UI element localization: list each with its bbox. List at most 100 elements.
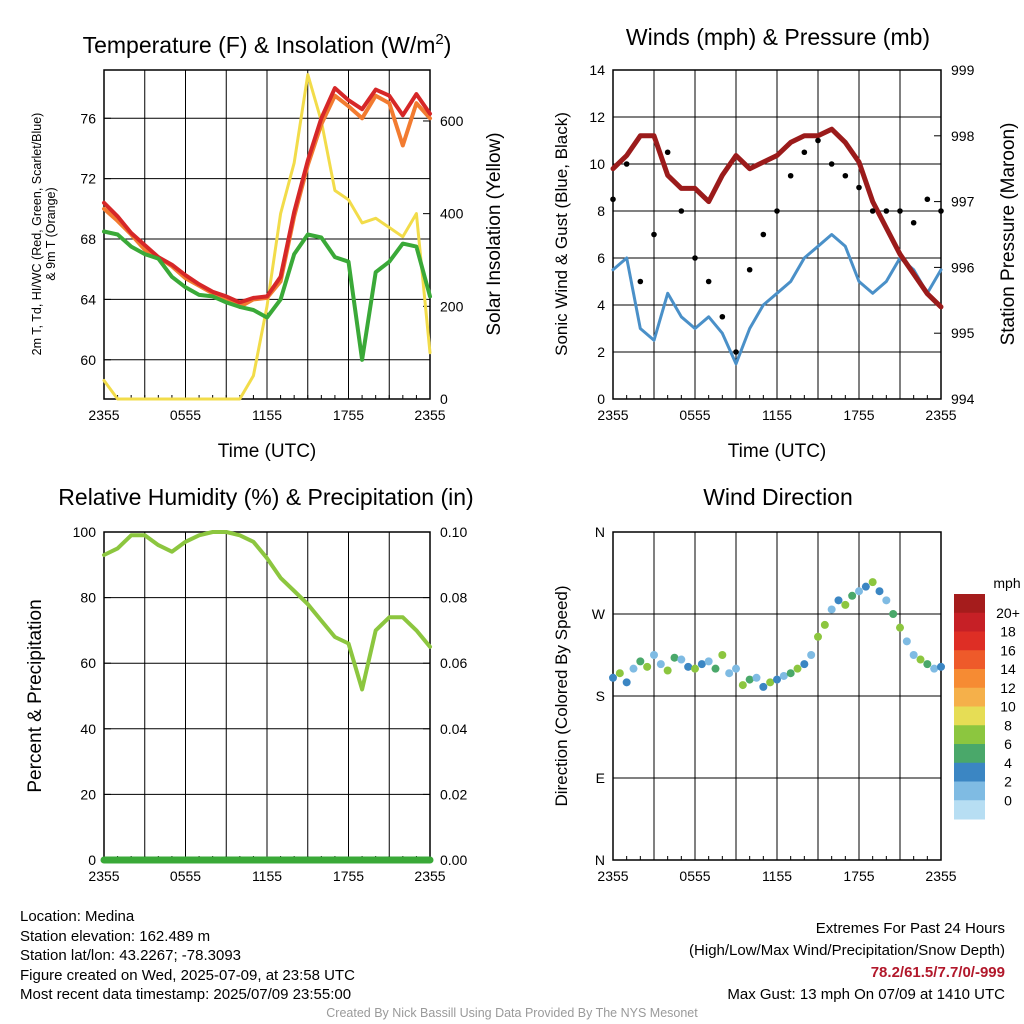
y-right-tick-label: 0 xyxy=(440,391,448,407)
colorbar-box xyxy=(954,631,985,651)
gust-point xyxy=(637,278,644,285)
direction-point xyxy=(636,657,645,666)
x-axis-label: Time (UTC) xyxy=(218,441,317,462)
y-right-tick-label: 600 xyxy=(440,113,464,129)
y-right-tick-label: 0.02 xyxy=(440,786,467,802)
direction-point xyxy=(923,660,932,669)
x-tick-label: 1755 xyxy=(843,407,874,423)
x-axis-label: Time (UTC) xyxy=(728,441,827,462)
colorbar-label: 0 xyxy=(1004,792,1012,808)
y-tick-label: 60 xyxy=(80,352,96,368)
colorbar-label: 14 xyxy=(1000,661,1016,677)
gust-point xyxy=(801,149,808,156)
y-tick-label: 40 xyxy=(80,721,96,737)
max-gust-text: Max Gust: 13 mph On 07/09 at 1410 UTC xyxy=(727,986,1005,1003)
gust-point xyxy=(610,196,616,203)
gust-point xyxy=(787,172,794,179)
colorbar-label: 10 xyxy=(1000,699,1016,715)
y-right-tick-label: 0.10 xyxy=(440,524,467,540)
direction-point xyxy=(738,681,747,690)
x-tick-label: 2355 xyxy=(925,407,956,423)
direction-point xyxy=(711,664,720,673)
gust-point xyxy=(883,208,890,214)
colorbar-label: 20+ xyxy=(996,605,1020,621)
colorbar-unit: mph xyxy=(993,575,1020,591)
direction-point xyxy=(896,623,904,632)
y-tick-label: 80 xyxy=(80,590,96,606)
gust-point xyxy=(760,231,767,238)
x-tick-label: 0555 xyxy=(679,868,710,884)
colorbar-box xyxy=(954,612,985,632)
direction-point xyxy=(773,675,781,684)
x-tick-label: 2355 xyxy=(925,868,956,884)
gust-point xyxy=(664,149,671,156)
colorbar-label: 18 xyxy=(1000,624,1016,640)
y-tick-label: S xyxy=(596,688,605,704)
elevation-text: Station elevation: 162.489 m xyxy=(20,927,211,945)
latlon-text: Station lat/lon: 43.2267; -78.3093 xyxy=(20,947,242,964)
y-right-tick-label: 200 xyxy=(440,298,464,314)
y-right-tick-label: 995 xyxy=(951,325,975,341)
direction-point xyxy=(786,669,795,678)
direction-point xyxy=(814,632,822,641)
direction-point xyxy=(841,600,850,609)
direction-point xyxy=(875,587,884,596)
direction-point xyxy=(889,610,898,618)
gust-point xyxy=(897,208,903,214)
direction-point xyxy=(745,675,754,684)
y-right-tick-label: 0.00 xyxy=(440,852,467,868)
y-right-tick-label: 0.06 xyxy=(440,655,467,671)
extremes-info: Extremes For Past 24 Hours (High/Low/Max… xyxy=(689,918,1005,1006)
direction-point xyxy=(937,662,945,671)
direction-point xyxy=(643,662,652,671)
direction-point xyxy=(882,596,891,605)
gust-point xyxy=(774,208,780,214)
y-right-tick-label: 998 xyxy=(951,128,975,144)
gust-point xyxy=(678,208,685,214)
direction-point xyxy=(663,666,672,675)
location-text: Location: Medina xyxy=(20,908,135,925)
y-axis-label-right: Station Pressure (Maroon) xyxy=(998,123,1019,346)
y-tick-label: 76 xyxy=(80,110,96,126)
y-axis-label-left-2: & 9m T (Orange) xyxy=(44,187,58,280)
y-tick-label: 68 xyxy=(80,231,96,247)
gust-point xyxy=(692,255,698,261)
y-tick-label: 6 xyxy=(597,250,605,266)
direction-point xyxy=(718,651,727,659)
x-tick-label: 1155 xyxy=(762,407,792,423)
direction-point xyxy=(622,678,631,687)
y-right-tick-label: 0.08 xyxy=(440,590,467,606)
gust-point xyxy=(719,313,726,320)
direction-point xyxy=(807,651,816,659)
colorbar-box xyxy=(954,650,985,670)
extremes-values: 78.2/61.5/7.7/0/-999 xyxy=(870,964,1005,981)
gust-point xyxy=(828,161,835,167)
gust-point xyxy=(938,208,944,214)
colorbar-box xyxy=(954,706,985,726)
y-tick-label: N xyxy=(595,524,605,540)
direction-point xyxy=(677,655,686,664)
gust-point xyxy=(733,349,739,355)
extremes-legend: (High/Low/Max Wind/Precipitation/Snow De… xyxy=(689,942,1005,959)
colorbar-box xyxy=(954,762,985,782)
x-tick-label: 1155 xyxy=(252,407,282,423)
colorbar-label: 16 xyxy=(1000,642,1016,658)
direction-point xyxy=(650,651,658,659)
gust-point xyxy=(869,208,876,214)
gust-point xyxy=(623,161,630,167)
y-right-tick-label: 997 xyxy=(951,194,975,210)
y-tick-label: 100 xyxy=(73,524,97,540)
direction-point xyxy=(868,578,877,587)
colorbar-box xyxy=(954,744,985,764)
direction-point xyxy=(732,664,740,673)
chart-title: Temperature (F) & Insolation (W/m2) xyxy=(83,31,452,58)
x-tick-label: 2355 xyxy=(88,407,119,423)
y-tick-label: 10 xyxy=(589,156,605,172)
y-tick-label: 8 xyxy=(597,203,605,219)
y-right-tick-label: 994 xyxy=(951,391,975,407)
colorbar-box xyxy=(954,687,985,707)
direction-point xyxy=(827,605,836,614)
colorbar-box xyxy=(954,781,985,801)
y-tick-label: 0 xyxy=(88,852,96,868)
x-tick-label: 2355 xyxy=(597,868,628,884)
